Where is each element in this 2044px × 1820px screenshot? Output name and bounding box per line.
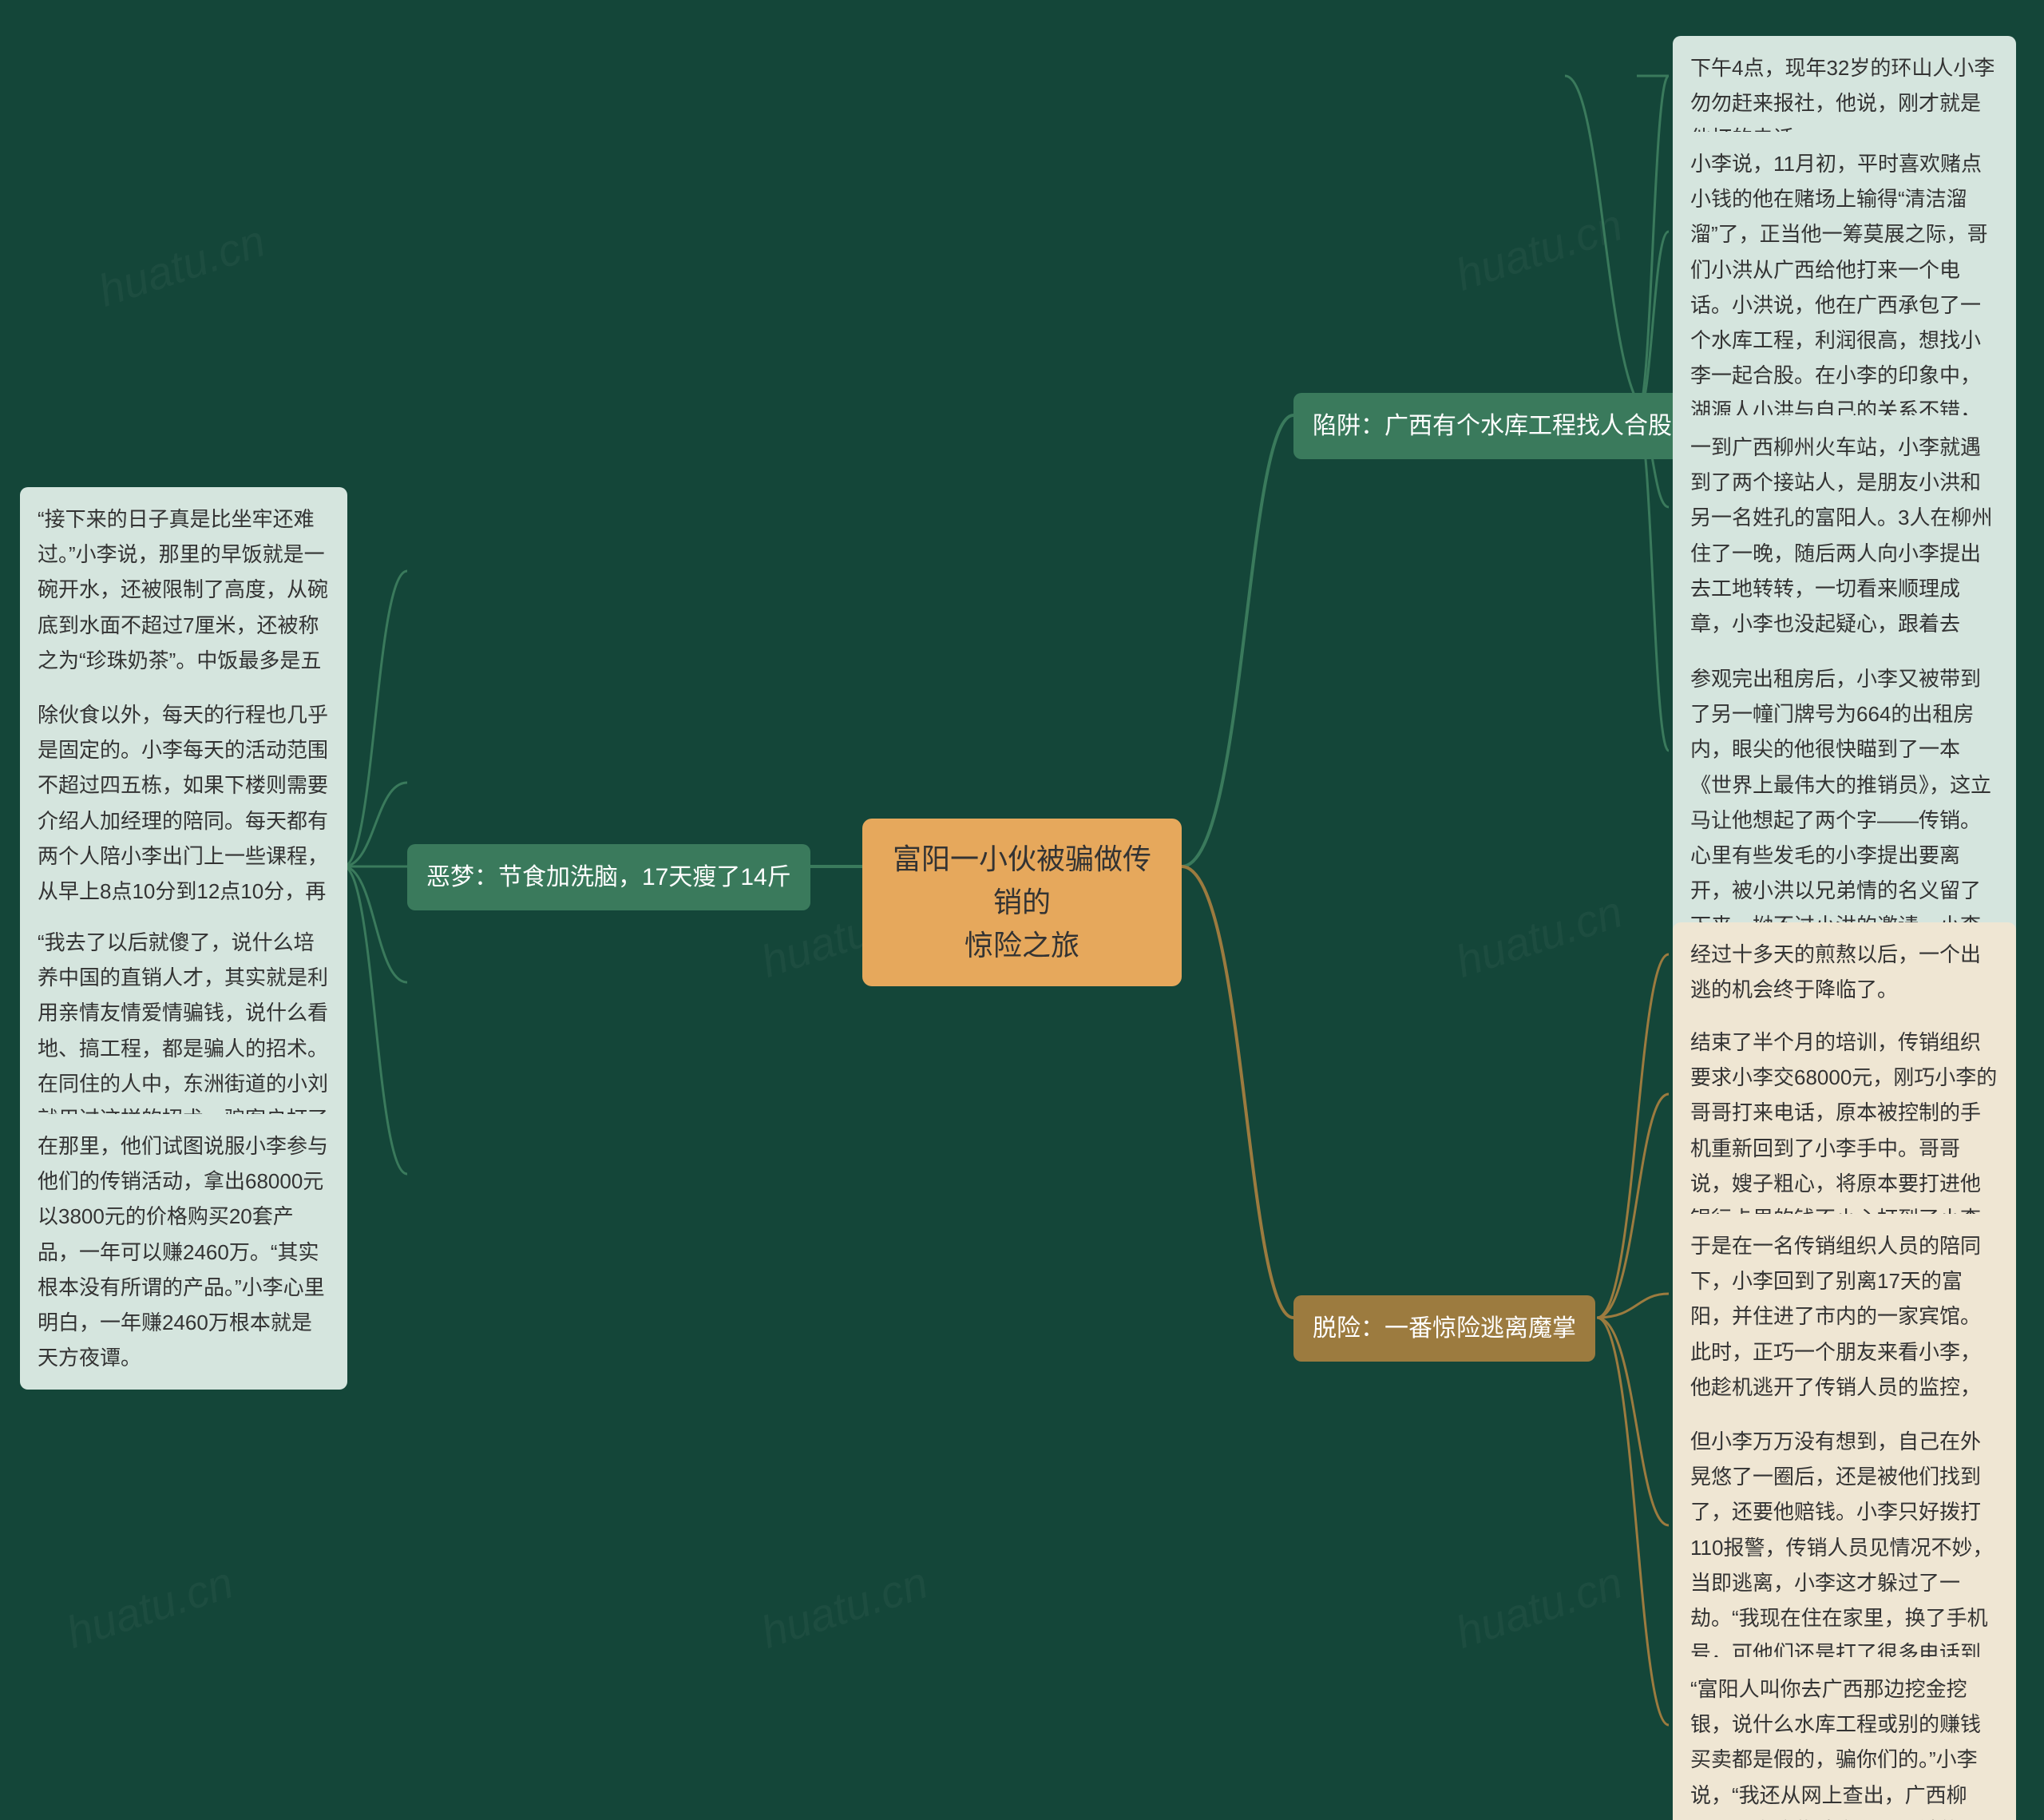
watermark: huatu.cn [1449,198,1628,300]
branch-trap-label: 陷阱：广西有个水库工程找人合股 [1313,413,1672,439]
leaf-escape-4: “富阳人叫你去广西那边挖金挖银，说什么水库工程或别的赚钱买卖都是假的，骗你们的。… [1673,1657,2016,1820]
watermark: huatu.cn [92,214,271,316]
leaf-text: 在那里，他们试图说服小李参与他们的传销活动，拿出68000元以3800元的价格购… [38,1134,328,1370]
watermark: huatu.cn [1449,885,1628,987]
watermark: huatu.cn [1449,1556,1628,1658]
watermark: huatu.cn [755,1556,933,1658]
branch-escape: 脱险：一番惊险逃离魔掌 [1293,1295,1595,1362]
branch-nightmare: 恶梦：节食加洗脑，17天瘦了14斤 [407,844,810,910]
root-node: 富阳一小伙被骗做传销的 惊险之旅 [862,819,1182,986]
branch-nightmare-label: 恶梦：节食加洗脑，17天瘦了14斤 [426,864,791,890]
branch-trap: 陷阱：广西有个水库工程找人合股 [1293,393,1691,459]
leaf-nightmare-3: 在那里，他们试图说服小李参与他们的传销活动，拿出68000元以3800元的价格购… [20,1114,347,1390]
leaf-escape-0: 经过十多天的煎熬以后，一个出逃的机会终于降临了。 [1673,922,2016,1021]
leaf-text: “富阳人叫你去广西那边挖金挖银，说什么水库工程或别的赚钱买卖都是假的，骗你们的。… [1690,1677,1981,1820]
branch-escape-label: 脱险：一番惊险逃离魔掌 [1313,1315,1576,1342]
watermark: huatu.cn [60,1556,239,1658]
leaf-text: 经过十多天的煎熬以后，一个出逃的机会终于降临了。 [1690,942,1981,1001]
root-title-line1: 富阳一小伙被骗做传销的 [893,843,1151,918]
root-title-line2: 惊险之旅 [965,929,1079,962]
